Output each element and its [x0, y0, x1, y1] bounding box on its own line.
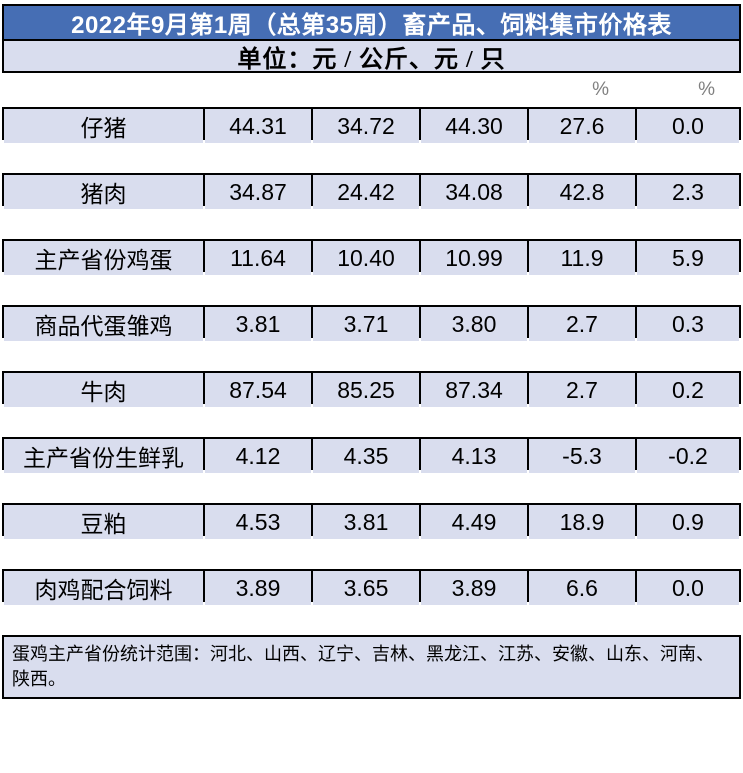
value-cell: 18.9 [529, 505, 635, 539]
value-cell: 44.30 [421, 109, 527, 143]
value-cell: 0.0 [637, 571, 739, 605]
unit-label: 单位：元 / 公斤、元 / 只 [237, 46, 506, 73]
value-cell: 34.72 [313, 109, 419, 143]
value-cell: -0.2 [637, 439, 739, 473]
value-cell: 44.31 [205, 109, 311, 143]
value-cell: 4.35 [313, 439, 419, 473]
value-cell: 27.6 [529, 109, 635, 143]
table-title: 2022年9月第1周（总第35周）畜产品、饲料集市价格表 [71, 12, 672, 39]
product-name-cell: 猪肉 [4, 175, 203, 209]
value-cell: 24.42 [313, 175, 419, 209]
value-cell: 6.6 [529, 571, 635, 605]
product-name-cell: 商品代蛋雏鸡 [4, 307, 203, 341]
value-cell: 0.3 [637, 307, 739, 341]
value-cell: 34.87 [205, 175, 311, 209]
header-cell-2 [311, 73, 419, 107]
value-cell: 2.7 [529, 307, 635, 341]
footnote-block: 蛋鸡主产省份统计范围：河北、山西、辽宁、吉林、黑龙江、江苏、安徽、山东、河南、陕… [2, 635, 741, 699]
value-cell: 11.64 [205, 241, 311, 275]
value-cell: 2.3 [637, 175, 739, 209]
table-row: 主产省份鸡蛋 11.64 10.40 10.99 11.9 5.9 [2, 239, 741, 275]
value-cell: 3.81 [313, 505, 419, 539]
value-cell: 3.89 [205, 571, 311, 605]
product-name-cell: 肉鸡配合饲料 [4, 571, 203, 605]
value-cell: 0.9 [637, 505, 739, 539]
table-row: 仔猪 44.31 34.72 44.30 27.6 0.0 [2, 107, 741, 143]
value-cell: 4.49 [421, 505, 527, 539]
product-name-cell: 主产省份生鲜乳 [4, 439, 203, 473]
value-cell: 87.54 [205, 373, 311, 407]
value-cell: 3.71 [313, 307, 419, 341]
value-cell: 42.8 [529, 175, 635, 209]
header-cell-3 [419, 73, 527, 107]
value-cell: 34.08 [421, 175, 527, 209]
table-title-bar: 2022年9月第1周（总第35周）畜产品、饲料集市价格表 [2, 4, 741, 41]
unit-row: 单位：元 / 公斤、元 / 只 [2, 41, 741, 73]
product-name-cell: 豆粕 [4, 505, 203, 539]
footnote-text: 蛋鸡主产省份统计范围：河北、山西、辽宁、吉林、黑龙江、江苏、安徽、山东、河南、陕… [12, 644, 714, 689]
value-cell: 5.9 [637, 241, 739, 275]
value-cell: 87.34 [421, 373, 527, 407]
value-cell: 0.2 [637, 373, 739, 407]
table-row: 猪肉 34.87 24.42 34.08 42.8 2.3 [2, 173, 741, 209]
value-cell: 3.65 [313, 571, 419, 605]
price-table-sheet: 2022年9月第1周（总第35周）畜产品、饲料集市价格表 单位：元 / 公斤、元… [2, 4, 741, 699]
header-cell-product [2, 73, 203, 107]
product-name-cell: 主产省份鸡蛋 [4, 241, 203, 275]
table-row: 牛肉 87.54 85.25 87.34 2.7 0.2 [2, 371, 741, 407]
header-cell-1 [203, 73, 311, 107]
value-cell: 3.80 [421, 307, 527, 341]
value-cell: 10.40 [313, 241, 419, 275]
table-row: 商品代蛋雏鸡 3.81 3.71 3.80 2.7 0.3 [2, 305, 741, 341]
table-row: 主产省份生鲜乳 4.12 4.35 4.13 -5.3 -0.2 [2, 437, 741, 473]
table-row: 肉鸡配合饲料 3.89 3.65 3.89 6.6 0.0 [2, 569, 741, 605]
value-cell: 4.53 [205, 505, 311, 539]
product-name-cell: 牛肉 [4, 373, 203, 407]
value-cell: 3.81 [205, 307, 311, 341]
value-cell: 2.7 [529, 373, 635, 407]
value-cell: 3.89 [421, 571, 527, 605]
value-cell: 4.13 [421, 439, 527, 473]
value-cell: 0.0 [637, 109, 739, 143]
product-name-cell: 仔猪 [4, 109, 203, 143]
value-cell: -5.3 [529, 439, 635, 473]
column-header-row: % % [2, 73, 741, 107]
header-cell-percent-2: % [698, 79, 715, 100]
table-body: 仔猪 44.31 34.72 44.30 27.6 0.0 猪肉 34.87 2… [2, 107, 741, 605]
value-cell: 85.25 [313, 373, 419, 407]
value-cell: 10.99 [421, 241, 527, 275]
header-cell-percent-1: % [592, 79, 609, 100]
table-row: 豆粕 4.53 3.81 4.49 18.9 0.9 [2, 503, 741, 539]
value-cell: 11.9 [529, 241, 635, 275]
value-cell: 4.12 [205, 439, 311, 473]
